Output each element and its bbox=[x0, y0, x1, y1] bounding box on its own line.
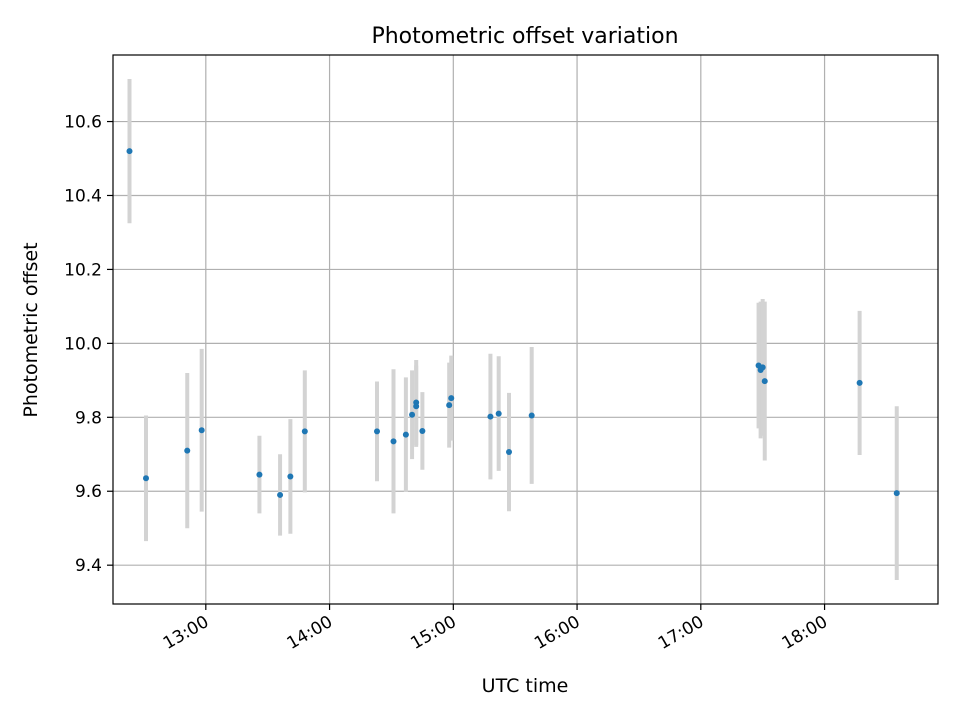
data-point bbox=[277, 491, 284, 498]
y-tick-label: 10.4 bbox=[64, 186, 102, 206]
grid-lines bbox=[113, 55, 938, 604]
data-point bbox=[448, 395, 455, 402]
y-axis-label: Photometric offset bbox=[20, 242, 42, 417]
y-tick-label: 9.8 bbox=[75, 408, 102, 428]
y-axis-ticks: 9.4 9.6 9.8 10.0 10.2 10.4 10.6 bbox=[64, 113, 113, 576]
data-point bbox=[402, 431, 409, 438]
x-axis-label: UTC time bbox=[482, 675, 569, 697]
data-point bbox=[126, 148, 133, 155]
chart-title: Photometric offset variation bbox=[371, 24, 678, 49]
y-tick-label: 9.6 bbox=[75, 482, 102, 502]
data-point bbox=[528, 412, 535, 419]
data-points bbox=[126, 148, 900, 498]
data-point bbox=[506, 449, 512, 456]
data-point bbox=[759, 364, 766, 371]
data-point bbox=[413, 403, 420, 410]
data-point bbox=[374, 428, 380, 435]
data-point bbox=[761, 378, 768, 385]
data-point bbox=[446, 402, 453, 409]
data-point bbox=[184, 447, 191, 454]
data-point bbox=[198, 427, 205, 434]
data-point bbox=[893, 490, 900, 497]
data-point bbox=[495, 410, 502, 417]
data-point bbox=[301, 428, 308, 435]
y-tick-label: 10.0 bbox=[64, 334, 102, 354]
data-point bbox=[409, 411, 416, 418]
data-point bbox=[256, 471, 263, 478]
data-point bbox=[419, 427, 426, 434]
data-point bbox=[856, 379, 863, 386]
data-point bbox=[287, 473, 294, 480]
y-tick-label: 9.4 bbox=[75, 556, 102, 576]
data-point bbox=[390, 438, 397, 445]
y-tick-label: 10.2 bbox=[64, 260, 102, 280]
y-tick-label: 10.6 bbox=[64, 113, 102, 133]
plot-frame bbox=[112, 54, 939, 605]
data-point bbox=[143, 475, 149, 482]
data-point bbox=[487, 413, 494, 420]
